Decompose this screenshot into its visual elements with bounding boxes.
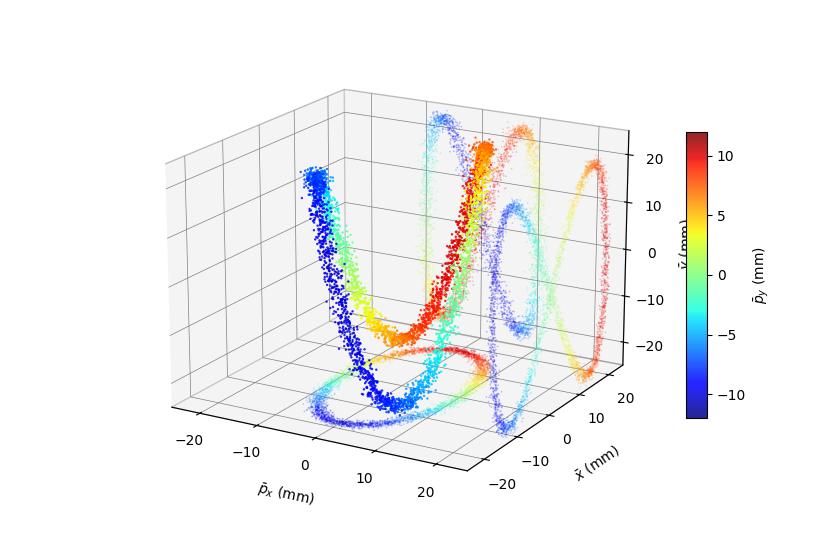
- Y-axis label: $\bar{p}_y$ (mm): $\bar{p}_y$ (mm): [750, 246, 770, 304]
- X-axis label: $\bar{p}_x$ (mm): $\bar{p}_x$ (mm): [256, 480, 316, 510]
- Y-axis label: $\bar{x}$ (mm): $\bar{x}$ (mm): [570, 442, 622, 484]
